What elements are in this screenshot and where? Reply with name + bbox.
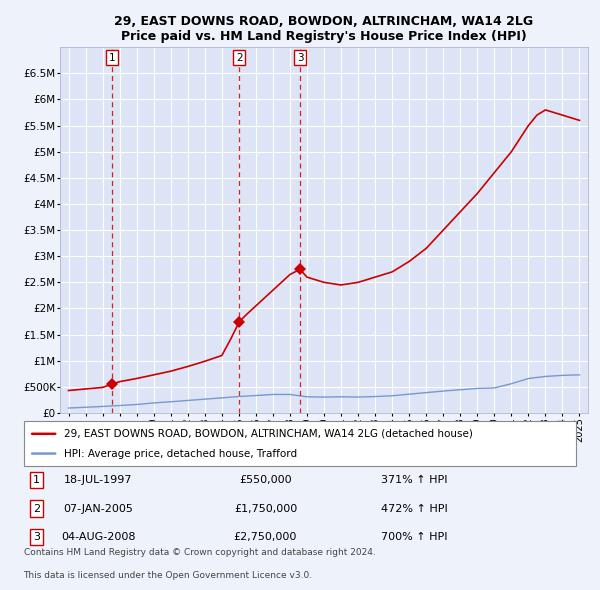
Text: 472% ↑ HPI: 472% ↑ HPI	[380, 504, 448, 513]
Text: 3: 3	[296, 53, 303, 63]
Text: 1: 1	[109, 53, 115, 63]
Text: 371% ↑ HPI: 371% ↑ HPI	[380, 476, 447, 485]
Text: 1: 1	[33, 476, 40, 485]
Text: 29, EAST DOWNS ROAD, BOWDON, ALTRINCHAM, WA14 2LG (detached house): 29, EAST DOWNS ROAD, BOWDON, ALTRINCHAM,…	[64, 429, 473, 439]
Title: 29, EAST DOWNS ROAD, BOWDON, ALTRINCHAM, WA14 2LG
Price paid vs. HM Land Registr: 29, EAST DOWNS ROAD, BOWDON, ALTRINCHAM,…	[115, 15, 533, 43]
Text: HPI: Average price, detached house, Trafford: HPI: Average price, detached house, Traf…	[64, 448, 297, 458]
Text: Contains HM Land Registry data © Crown copyright and database right 2024.: Contains HM Land Registry data © Crown c…	[23, 548, 375, 556]
Text: 2: 2	[236, 53, 242, 63]
Text: 07-JAN-2005: 07-JAN-2005	[64, 504, 133, 513]
Text: £2,750,000: £2,750,000	[234, 532, 297, 542]
Text: This data is licensed under the Open Government Licence v3.0.: This data is licensed under the Open Gov…	[23, 571, 313, 581]
Text: £1,750,000: £1,750,000	[234, 504, 297, 513]
Text: 2: 2	[33, 504, 40, 513]
Text: 04-AUG-2008: 04-AUG-2008	[61, 532, 136, 542]
FancyBboxPatch shape	[23, 421, 577, 466]
Text: 3: 3	[33, 532, 40, 542]
Text: 700% ↑ HPI: 700% ↑ HPI	[380, 532, 447, 542]
Text: £550,000: £550,000	[239, 476, 292, 485]
Text: 18-JUL-1997: 18-JUL-1997	[64, 476, 133, 485]
